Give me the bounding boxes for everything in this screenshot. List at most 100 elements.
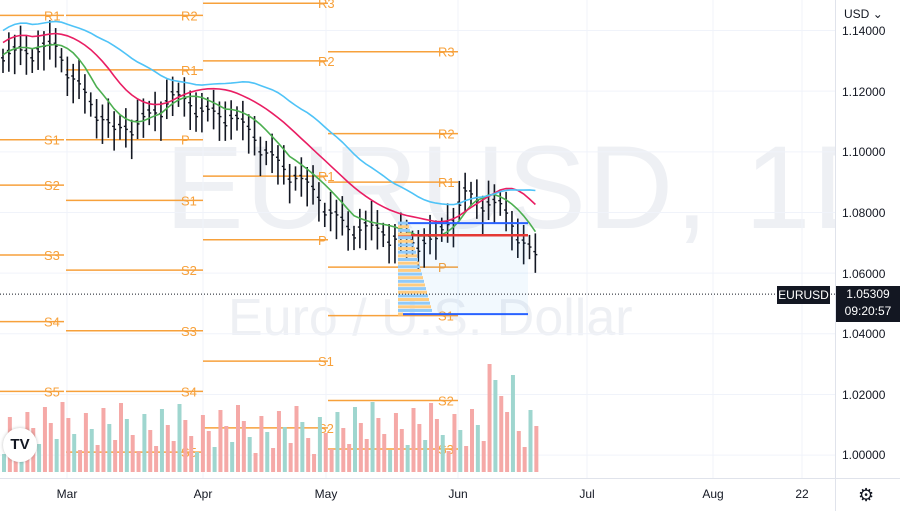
- volume-profile-row: [398, 301, 430, 305]
- volume-bar: [136, 451, 141, 472]
- volume-bar: [101, 408, 106, 472]
- volume-bar: [329, 449, 334, 472]
- volume-bar: [60, 402, 65, 472]
- pivot-label: S2: [44, 178, 60, 193]
- volume-bar: [388, 450, 393, 472]
- volume-profile-row: [398, 254, 417, 258]
- volume-bar: [159, 409, 164, 472]
- volume-bar: [399, 429, 404, 472]
- pivot-label: S5: [44, 384, 60, 399]
- volume-bar: [37, 444, 42, 472]
- volume-profile-row: [398, 312, 403, 316]
- volume-bar: [411, 408, 416, 472]
- pivot-label: P: [181, 133, 190, 148]
- volume-bar: [288, 443, 293, 472]
- volume-bar: [528, 410, 533, 472]
- pivot-label: R3: [318, 0, 335, 11]
- volume-profile-row: [398, 257, 418, 261]
- volume-bar: [470, 409, 474, 472]
- price-tick: 1.02000: [842, 388, 886, 402]
- volume-profile-row: [398, 305, 431, 309]
- volume-profile-row: [398, 276, 423, 280]
- pivot-label: R2: [438, 127, 455, 142]
- pivot-label: S1: [438, 309, 454, 324]
- volume-bar: [306, 438, 311, 472]
- volume-bar: [212, 447, 217, 472]
- time-tick: Apr: [193, 487, 213, 501]
- volume-bar: [487, 364, 492, 472]
- volume-bar: [300, 422, 305, 472]
- volume-bar: [107, 424, 112, 472]
- moving-average-slow: [2, 20, 536, 206]
- tradingview-logo[interactable]: TV: [3, 428, 37, 462]
- volume-bar: [294, 406, 299, 472]
- time-axis[interactable]: Mar Apr May Jun Jul Aug 22: [0, 478, 835, 511]
- time-tick: May: [314, 487, 338, 501]
- pivot-label: S3: [181, 324, 197, 339]
- currency-label: USD: [844, 7, 870, 21]
- volume-bar: [183, 420, 188, 472]
- chart-settings-corner[interactable]: ⚙: [835, 478, 900, 511]
- chevron-down-icon: ⌄: [872, 7, 883, 21]
- volume-bar: [434, 419, 439, 472]
- price-tick: 1.12000: [842, 85, 886, 99]
- volume-bar: [48, 423, 53, 472]
- volume-profile-row: [398, 294, 428, 298]
- chart-plot-area[interactable]: EURUSD, 1D Euro / U.S. Dollar R1 S1 S2 S3 S4…: [0, 0, 835, 478]
- volume-profile-row: [398, 261, 419, 265]
- volume-bar: [341, 428, 346, 472]
- volume-bar: [505, 412, 510, 472]
- volume-bar: [72, 434, 77, 472]
- volume-bar: [271, 448, 276, 472]
- volume-bar: [95, 445, 100, 472]
- chart-svg: R1S1S2S3S4S5R2R1PS1S2S3S4S5R3R2R1PS1S2R3…: [0, 0, 835, 478]
- volume-bar: [510, 375, 515, 472]
- volume-bar: [165, 425, 170, 472]
- volume-bar: [312, 454, 317, 472]
- pivot-label: S1: [318, 354, 334, 369]
- volume-profile-row: [398, 265, 420, 269]
- price-tick: 1.00000: [842, 448, 886, 462]
- volume-bar: [2, 454, 6, 472]
- pivot-label: R1: [318, 169, 335, 184]
- volume-profile-row: [398, 283, 425, 287]
- pivot-label: R1: [181, 63, 198, 78]
- volume-bar: [276, 411, 281, 472]
- volume-profile-row: [398, 287, 426, 291]
- volume-bar: [317, 417, 322, 472]
- time-tick: Mar: [56, 487, 78, 501]
- last-price-value: 1.05309: [846, 287, 890, 301]
- volume-bar: [42, 407, 47, 472]
- volume-bar: [440, 435, 445, 472]
- volume-bar: [177, 404, 182, 472]
- time-tick: Jul: [579, 487, 595, 501]
- volume-bar: [259, 416, 264, 472]
- volume-bar: [475, 425, 480, 472]
- gear-icon[interactable]: ⚙: [858, 485, 875, 505]
- volume-profile-row: [398, 272, 422, 276]
- watermark-symbol: EURUSD, 1D: [165, 122, 835, 254]
- pivot-label: R1: [438, 175, 455, 190]
- price-axis[interactable]: USD ⌄ 1.14000 1.12000 1.10000 1.08000 1.…: [835, 0, 900, 478]
- volume-bar: [230, 442, 235, 472]
- volume-bar: [218, 410, 223, 472]
- volume-bar: [452, 414, 457, 472]
- volume-bar: [78, 450, 83, 472]
- volume-profile-row: [398, 228, 410, 232]
- volume-bar: [323, 433, 328, 472]
- volume-bar: [89, 429, 94, 472]
- volume-bar: [353, 407, 357, 472]
- volume-bar: [516, 431, 521, 472]
- pivot-label: P: [438, 260, 447, 275]
- volume-profile-row: [398, 290, 427, 294]
- bar-countdown: 09:20:57: [844, 304, 892, 318]
- pivot-label: R3: [438, 45, 455, 60]
- pivot-label: S4: [44, 315, 60, 330]
- volume-profile-row: [398, 236, 412, 240]
- volume-profile-row: [398, 243, 414, 247]
- volume-bar: [247, 437, 252, 472]
- volume-bar: [423, 440, 428, 472]
- volume-bar: [464, 446, 469, 472]
- currency-selector[interactable]: USD ⌄: [844, 7, 883, 21]
- volume-profile-row: [398, 298, 429, 302]
